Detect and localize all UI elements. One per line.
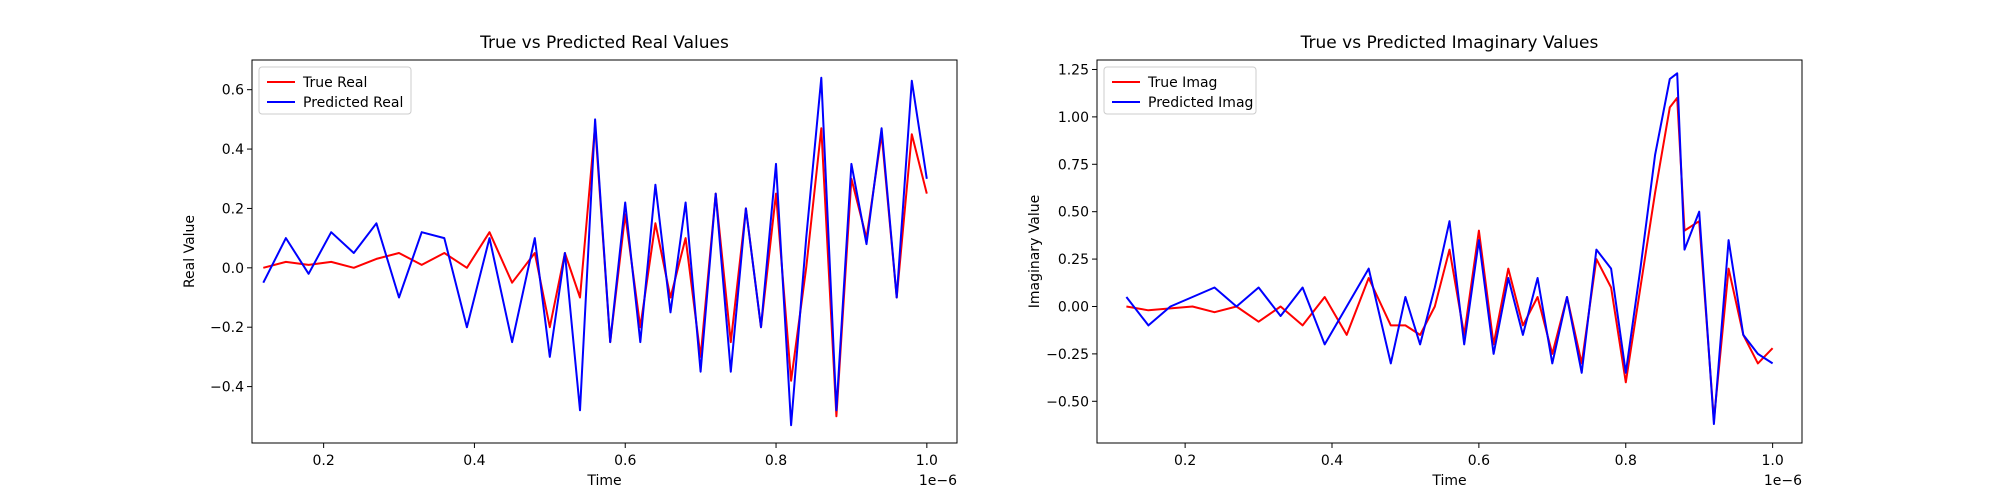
legend-box xyxy=(1103,66,1257,115)
chart-real-values: True vs Predicted Real Values 0.2 0.4 0.6 0.… xyxy=(182,33,958,489)
y-tick-label: 0.2 xyxy=(222,201,244,217)
legend-label: Predicted Imag xyxy=(1148,95,1253,111)
y-tick-label: 0.25 xyxy=(1058,252,1089,268)
y-tick-label: 1.25 xyxy=(1058,62,1089,78)
y-tick-label: −0.25 xyxy=(1046,347,1089,363)
x-tick-label: 0.2 xyxy=(312,453,334,469)
x-tick-label: 1.0 xyxy=(1761,453,1783,469)
plot-frame xyxy=(1096,59,1803,444)
x-tick-label: 0.4 xyxy=(1321,453,1343,469)
x-scale-label: 1e−6 xyxy=(919,473,957,489)
series-line-predicted xyxy=(262,76,928,427)
chart-title: True vs Predicted Real Values xyxy=(479,33,729,53)
series-line-predicted xyxy=(1125,72,1774,425)
x-tick-label: 0.8 xyxy=(1615,453,1637,469)
x-tick-label: 0.6 xyxy=(614,453,636,469)
y-tick-label: 1.00 xyxy=(1058,110,1089,126)
x-tick-label: 0.8 xyxy=(765,453,787,469)
y-axis-label: Real Value xyxy=(182,215,198,288)
x-scale-label: 1e−6 xyxy=(1764,473,1802,489)
legend-box xyxy=(258,66,412,115)
y-tick-label: 0.50 xyxy=(1058,205,1089,221)
x-tick-label: 0.2 xyxy=(1174,453,1196,469)
y-tick-label: −0.2 xyxy=(210,320,244,336)
y-tick-label: 0.4 xyxy=(222,142,244,158)
y-axis-label: Imaginary Value xyxy=(1027,195,1043,309)
x-tick-label: 0.4 xyxy=(463,453,485,469)
chart-imaginary-values: True vs Predicted Imaginary Values 0.2 0.4… xyxy=(1027,33,1803,489)
legend: True Real Predicted Real xyxy=(258,66,412,115)
y-tick-label: −0.4 xyxy=(210,380,244,396)
y-tick-label: 0.6 xyxy=(222,83,244,99)
y-tick-label: 0.0 xyxy=(222,261,244,277)
series-line-true xyxy=(1126,96,1774,422)
y-tick-label: −0.50 xyxy=(1046,394,1089,410)
x-axis-label: Time xyxy=(1431,473,1466,489)
legend: True Imag Predicted Imag xyxy=(1103,66,1257,115)
chart-title: True vs Predicted Imaginary Values xyxy=(1300,33,1599,53)
plot-frame xyxy=(251,59,958,444)
legend-label: True Real xyxy=(302,75,367,91)
x-axis-label: Time xyxy=(586,473,621,489)
legend-label: True Imag xyxy=(1147,75,1217,91)
y-tick-label: 0.75 xyxy=(1058,157,1089,173)
series-line-true xyxy=(263,124,928,418)
x-tick-label: 1.0 xyxy=(916,453,938,469)
legend-label: Predicted Real xyxy=(303,95,403,111)
x-tick-label: 0.6 xyxy=(1468,453,1490,469)
y-tick-label: 0.00 xyxy=(1058,299,1089,315)
